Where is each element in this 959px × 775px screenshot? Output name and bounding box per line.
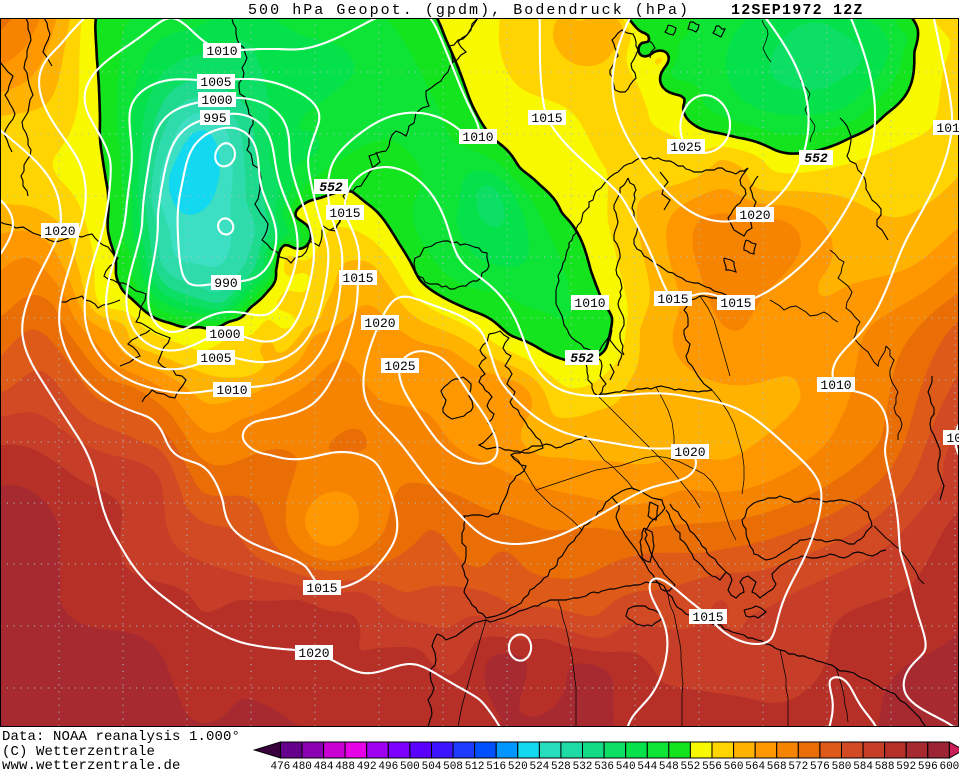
svg-text:580: 580	[832, 761, 852, 770]
svg-text:552: 552	[319, 180, 343, 195]
svg-text:1020: 1020	[739, 208, 770, 223]
svg-text:1020: 1020	[44, 224, 75, 239]
svg-text:1005: 1005	[200, 351, 231, 366]
svg-text:552: 552	[804, 151, 828, 166]
svg-text:600: 600	[939, 761, 959, 770]
svg-text:www.wetterzentrale.de: www.wetterzentrale.de	[2, 758, 181, 770]
svg-text:544: 544	[637, 761, 657, 770]
svg-text:1020: 1020	[674, 445, 705, 460]
svg-text:1010: 1010	[936, 121, 959, 136]
svg-text:1025: 1025	[384, 359, 415, 374]
svg-text:1010: 1010	[820, 378, 851, 393]
svg-text:596: 596	[918, 761, 938, 770]
svg-text:1010: 1010	[574, 296, 605, 311]
svg-text:476: 476	[270, 761, 290, 770]
svg-text:552: 552	[570, 351, 594, 366]
svg-text:508: 508	[443, 761, 463, 770]
svg-text:1015: 1015	[531, 111, 562, 126]
svg-text:536: 536	[594, 761, 614, 770]
svg-text:540: 540	[616, 761, 636, 770]
svg-text:520: 520	[508, 761, 528, 770]
svg-text:(C) Wetterzentrale: (C) Wetterzentrale	[2, 744, 155, 760]
svg-text:1015: 1015	[657, 292, 688, 307]
svg-text:492: 492	[357, 761, 377, 770]
svg-text:1015: 1015	[720, 296, 751, 311]
svg-text:548: 548	[659, 761, 679, 770]
svg-text:1015: 1015	[692, 610, 723, 625]
svg-text:1015: 1015	[329, 206, 360, 221]
svg-text:1010: 1010	[462, 130, 493, 145]
svg-text:1000: 1000	[209, 327, 240, 342]
svg-text:572: 572	[788, 761, 808, 770]
svg-text:1020: 1020	[298, 646, 329, 661]
svg-text:1025: 1025	[670, 140, 701, 155]
svg-text:484: 484	[314, 761, 334, 770]
svg-text:488: 488	[335, 761, 355, 770]
svg-text:1000: 1000	[201, 93, 232, 108]
svg-text:1020: 1020	[364, 316, 395, 331]
svg-text:512: 512	[465, 761, 485, 770]
svg-text:560: 560	[724, 761, 744, 770]
svg-text:528: 528	[551, 761, 571, 770]
svg-text:1015: 1015	[306, 581, 337, 596]
svg-text:592: 592	[896, 761, 916, 770]
svg-text:1015: 1015	[342, 271, 373, 286]
svg-text:1005: 1005	[200, 75, 231, 90]
svg-text:1005: 1005	[946, 431, 959, 446]
svg-text:532: 532	[573, 761, 593, 770]
svg-text:552: 552	[680, 761, 700, 770]
svg-text:568: 568	[767, 761, 787, 770]
svg-text:1010: 1010	[206, 44, 237, 59]
svg-text:588: 588	[875, 761, 895, 770]
svg-text:1010: 1010	[216, 383, 247, 398]
svg-text:480: 480	[292, 761, 312, 770]
svg-text:516: 516	[486, 761, 506, 770]
svg-text:576: 576	[810, 761, 830, 770]
svg-text:995: 995	[203, 111, 226, 126]
svg-text:524: 524	[529, 761, 549, 770]
svg-text:500: 500	[400, 761, 420, 770]
svg-text:504: 504	[422, 761, 442, 770]
svg-text:584: 584	[853, 761, 873, 770]
svg-text:Data: NOAA reanalysis 1.000°: Data: NOAA reanalysis 1.000°	[2, 729, 240, 745]
svg-text:556: 556	[702, 761, 722, 770]
svg-text:496: 496	[378, 761, 398, 770]
svg-text:990: 990	[214, 276, 237, 291]
svg-text:12SEP1972 12Z: 12SEP1972 12Z	[731, 2, 864, 19]
svg-text:564: 564	[745, 761, 765, 770]
svg-text:500 hPa Geopot. (gpdm), Bodend: 500 hPa Geopot. (gpdm), Bodendruck (hPa)	[248, 2, 690, 19]
